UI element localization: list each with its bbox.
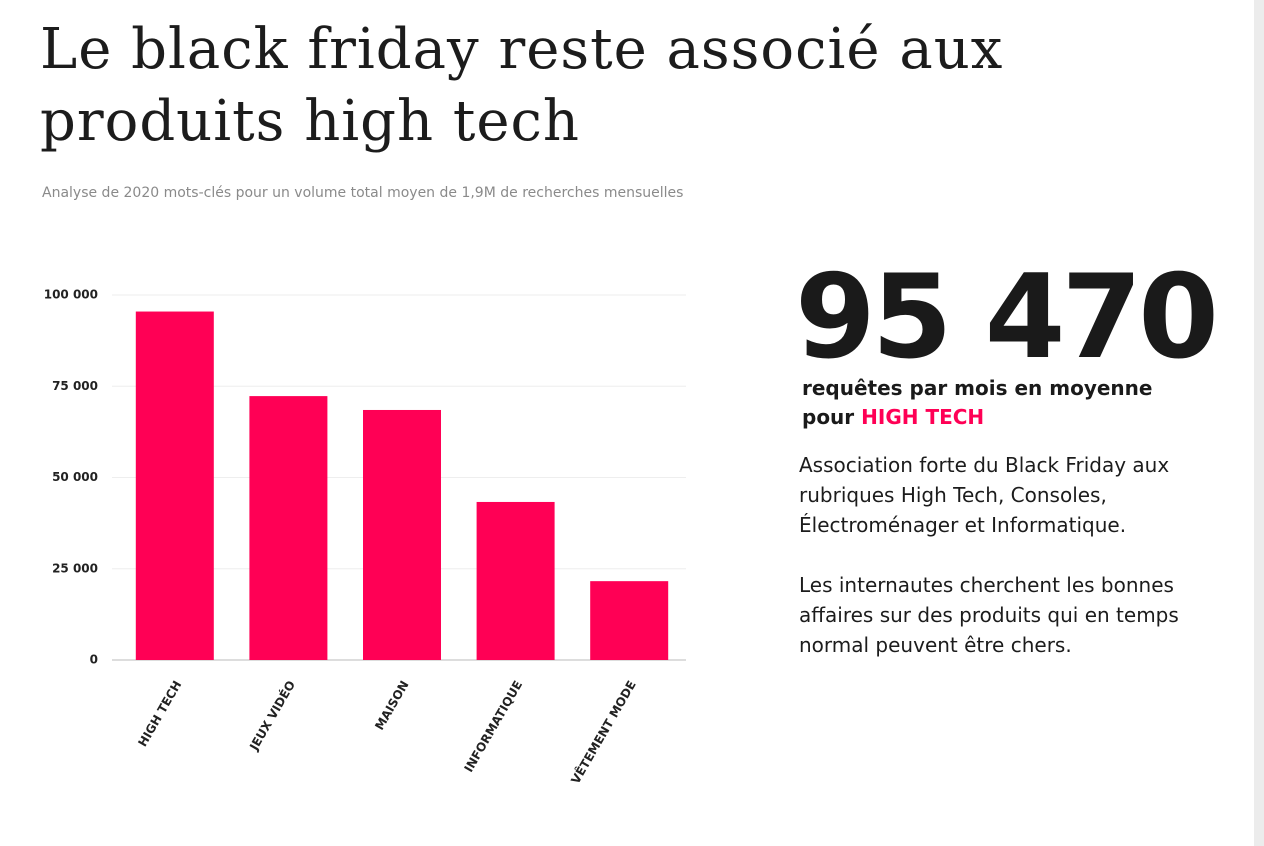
kpi-prefix: pour xyxy=(802,405,855,429)
bar xyxy=(363,409,441,660)
y-tick-label: 75 000 xyxy=(52,379,98,393)
bar xyxy=(249,396,328,660)
kpi-caption: requêtes par mois en moyenne pour HIGH T… xyxy=(802,374,1152,432)
kpi-number: 95 470 xyxy=(795,250,1219,385)
bar xyxy=(590,581,669,660)
paragraph: Association forte du Black Friday aux ru… xyxy=(799,453,1170,537)
y-tick-label: 50 000 xyxy=(52,470,98,484)
y-tick-label: 100 000 xyxy=(44,288,98,302)
chart: 0 25 000 50 000 75 000 100 000 HIGH TECH JEUX … xyxy=(44,288,686,787)
chart-subtitle: Analyse de 2020 mots-clés pour un volume… xyxy=(42,185,684,201)
scroll-edge xyxy=(1254,0,1264,846)
kpi-category: HIGH TECH xyxy=(861,405,985,429)
x-tick-label: JEUX VIDÉO xyxy=(246,678,298,754)
chart-title: Le black friday reste associé aux produi… xyxy=(40,17,1004,154)
paragraph: Les internautes cherchent les bonnes aff… xyxy=(799,573,1179,657)
kpi-caption-line: requêtes par mois en moyenne xyxy=(802,376,1153,400)
x-tick-label: VÊTEMENT MODE xyxy=(567,678,638,787)
x-tick-label: HIGH TECH xyxy=(135,678,184,749)
y-tick-label: 25 000 xyxy=(52,561,98,575)
kpi-caption-line: pour HIGH TECH xyxy=(802,403,1152,432)
bar xyxy=(476,501,555,660)
bar xyxy=(135,311,214,660)
x-tick-label: INFORMATIQUE xyxy=(461,678,525,774)
y-tick-label: 0 xyxy=(90,653,98,667)
x-tick-label: MAISON xyxy=(372,678,411,732)
